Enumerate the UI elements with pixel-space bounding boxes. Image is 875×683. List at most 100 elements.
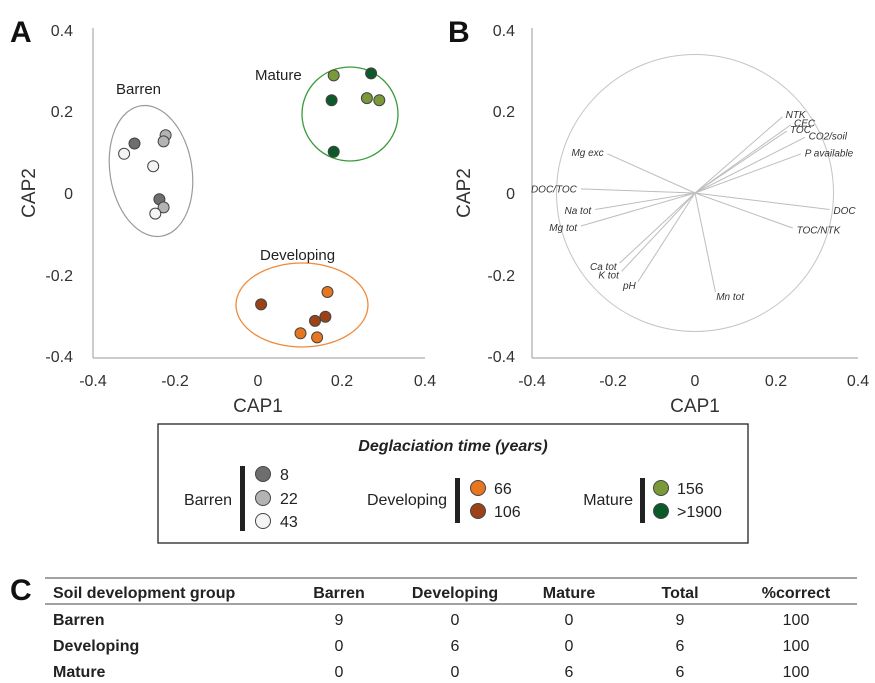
data-point-43 bbox=[149, 207, 162, 220]
data-point-43 bbox=[147, 160, 160, 173]
data-point-106 bbox=[319, 310, 332, 323]
y-tick-a: 0 bbox=[64, 186, 73, 203]
vector-line bbox=[595, 192, 696, 210]
table-header-cell: Developing bbox=[412, 585, 498, 602]
data-point-22 bbox=[157, 135, 170, 148]
vector-line bbox=[694, 130, 787, 194]
x-tick-b: 0.2 bbox=[765, 373, 787, 390]
table-row: Developing 0 6 0 6 100 bbox=[53, 638, 809, 655]
data-point-156 bbox=[327, 69, 340, 82]
y-axis-label-b: CAP2 bbox=[454, 168, 475, 218]
x-axis-label-b: CAP1 bbox=[670, 396, 720, 417]
vector-line bbox=[621, 192, 696, 272]
vector-label: Na tot bbox=[565, 206, 593, 217]
legend-label-43: 43 bbox=[280, 514, 298, 531]
panel-label-b: B bbox=[448, 16, 470, 49]
data-point-1900 bbox=[325, 94, 338, 107]
x-axis-label-a: CAP1 bbox=[233, 396, 283, 417]
x-tick-b: -0.2 bbox=[599, 373, 627, 390]
legend-marker-106 bbox=[470, 503, 486, 519]
x-tick-b: 0.4 bbox=[847, 373, 869, 390]
data-point-156 bbox=[360, 92, 373, 105]
group-label-developing: Developing bbox=[260, 247, 335, 264]
vector-line bbox=[694, 192, 716, 293]
table-cell: 0 bbox=[565, 612, 574, 629]
data-point-106 bbox=[309, 314, 321, 327]
table-cell: 0 bbox=[565, 638, 574, 655]
vector-label: DOC bbox=[833, 206, 856, 217]
scatter-points bbox=[118, 67, 386, 344]
group-label-barren: Barren bbox=[116, 81, 161, 98]
table-cell: 0 bbox=[335, 664, 344, 681]
x-tick-a: 0 bbox=[254, 373, 263, 390]
biplot-b: 0.4 0.2 0 -0.2 -0.4 -0.4 -0.2 0 0.2 0.4 … bbox=[454, 23, 869, 417]
legend-marker-156 bbox=[653, 480, 669, 496]
legend-marker-66 bbox=[470, 480, 486, 496]
x-tick-a: 0.4 bbox=[414, 373, 436, 390]
vector-label: TOC bbox=[790, 125, 812, 136]
legend-label-22: 22 bbox=[280, 491, 298, 508]
legend-marker-8 bbox=[255, 466, 271, 482]
table-row: Barren 9 0 0 9 100 bbox=[53, 612, 809, 629]
table-header-cell: Mature bbox=[543, 585, 596, 602]
legend-marker-43 bbox=[255, 513, 271, 529]
y-tick-b: 0 bbox=[506, 186, 515, 203]
table-cell: 0 bbox=[451, 612, 460, 629]
table-header-cell: Barren bbox=[313, 585, 365, 602]
legend-group-barren: Barren bbox=[184, 492, 232, 509]
vector-line bbox=[694, 136, 806, 194]
vector-label: P available bbox=[805, 148, 854, 159]
vector-line bbox=[637, 192, 696, 282]
table-header-cell: Total bbox=[661, 585, 698, 602]
y-tick-a: -0.4 bbox=[45, 349, 73, 366]
data-point-106 bbox=[255, 298, 268, 311]
y-axis-label-a: CAP2 bbox=[19, 168, 40, 218]
table-cell: 6 bbox=[451, 638, 460, 655]
vector-label: Mg tot bbox=[549, 223, 578, 234]
data-point-1900 bbox=[327, 145, 340, 158]
legend: Deglaciation time (years) Barren 8 22 43… bbox=[157, 423, 749, 544]
data-point-8 bbox=[128, 137, 141, 150]
table-cell: 9 bbox=[335, 612, 344, 629]
legend-label-156: 156 bbox=[677, 481, 704, 498]
legend-label-106: 106 bbox=[494, 504, 521, 521]
x-tick-b: 0 bbox=[691, 373, 700, 390]
ellipse-mature bbox=[301, 66, 399, 162]
y-tick-a: 0.4 bbox=[51, 23, 73, 40]
table-cell: 0 bbox=[451, 664, 460, 681]
vector-label: CO2/soil bbox=[809, 132, 848, 143]
vector-line bbox=[619, 192, 696, 264]
legend-bar-developing bbox=[455, 478, 460, 523]
legend-group-mature: Mature bbox=[583, 492, 633, 509]
ellipse-barren bbox=[108, 104, 194, 238]
legend-label-1900: >1900 bbox=[677, 504, 722, 521]
x-tick-a: -0.2 bbox=[161, 373, 189, 390]
table-cell: Developing bbox=[53, 638, 139, 655]
legend-marker-22 bbox=[255, 490, 271, 506]
y-tick-b: 0.4 bbox=[493, 23, 515, 40]
legend-label-66: 66 bbox=[494, 481, 512, 498]
vector-label: CEC bbox=[794, 119, 816, 130]
group-label-mature: Mature bbox=[255, 67, 302, 84]
data-point-1900 bbox=[365, 67, 378, 80]
vector-line bbox=[694, 153, 802, 194]
table-row: Mature 0 0 6 6 100 bbox=[53, 664, 809, 681]
vector-label: Mg exc bbox=[571, 148, 603, 159]
correlation-circle bbox=[556, 54, 834, 332]
table-cell: 0 bbox=[335, 638, 344, 655]
table-cell: 6 bbox=[676, 638, 685, 655]
x-tick-a: -0.4 bbox=[79, 373, 107, 390]
legend-label-8: 8 bbox=[280, 467, 289, 484]
y-tick-b: -0.4 bbox=[487, 349, 515, 366]
classification-table: Soil development group Barren Developing… bbox=[45, 577, 857, 681]
panel-label-a: A bbox=[10, 16, 32, 49]
table-cell: 100 bbox=[783, 612, 810, 629]
vector-label: DOC/TOC bbox=[531, 185, 578, 196]
y-tick-b: -0.2 bbox=[487, 268, 515, 285]
vector-line bbox=[580, 192, 696, 227]
table-cell: 9 bbox=[676, 612, 685, 629]
vector-label: TOC/NTK bbox=[797, 225, 842, 236]
table-header-cell: %correct bbox=[762, 585, 831, 602]
